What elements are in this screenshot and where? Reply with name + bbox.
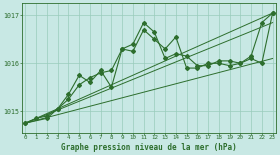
X-axis label: Graphe pression niveau de la mer (hPa): Graphe pression niveau de la mer (hPa)	[61, 143, 237, 152]
